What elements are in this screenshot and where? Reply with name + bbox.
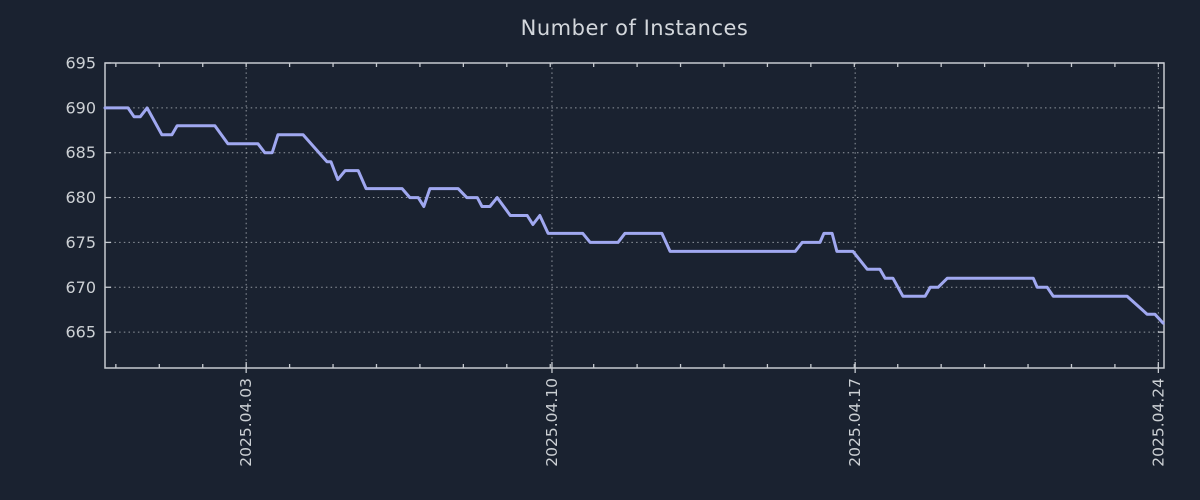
y-tick-label: 695	[65, 54, 96, 73]
chart-title: Number of Instances	[520, 16, 749, 40]
y-tick-label: 665	[65, 323, 96, 342]
plot-frame	[104, 62, 1165, 369]
y-tick-label: 685	[65, 143, 96, 162]
y-tick-label: 690	[65, 98, 96, 117]
x-tick-label-0: 2025.04.03	[237, 378, 255, 467]
series-line-instances	[103, 106, 1165, 325]
y-tick-label: 670	[65, 278, 96, 297]
x-tick-label-1: 2025.04.10	[543, 378, 561, 467]
x-tick-label-3: 2025.04.24	[1149, 378, 1167, 467]
y-tick-label: 680	[65, 188, 96, 207]
y-tick-label: 675	[65, 233, 96, 252]
x-tick-label-2: 2025.04.17	[846, 378, 864, 467]
